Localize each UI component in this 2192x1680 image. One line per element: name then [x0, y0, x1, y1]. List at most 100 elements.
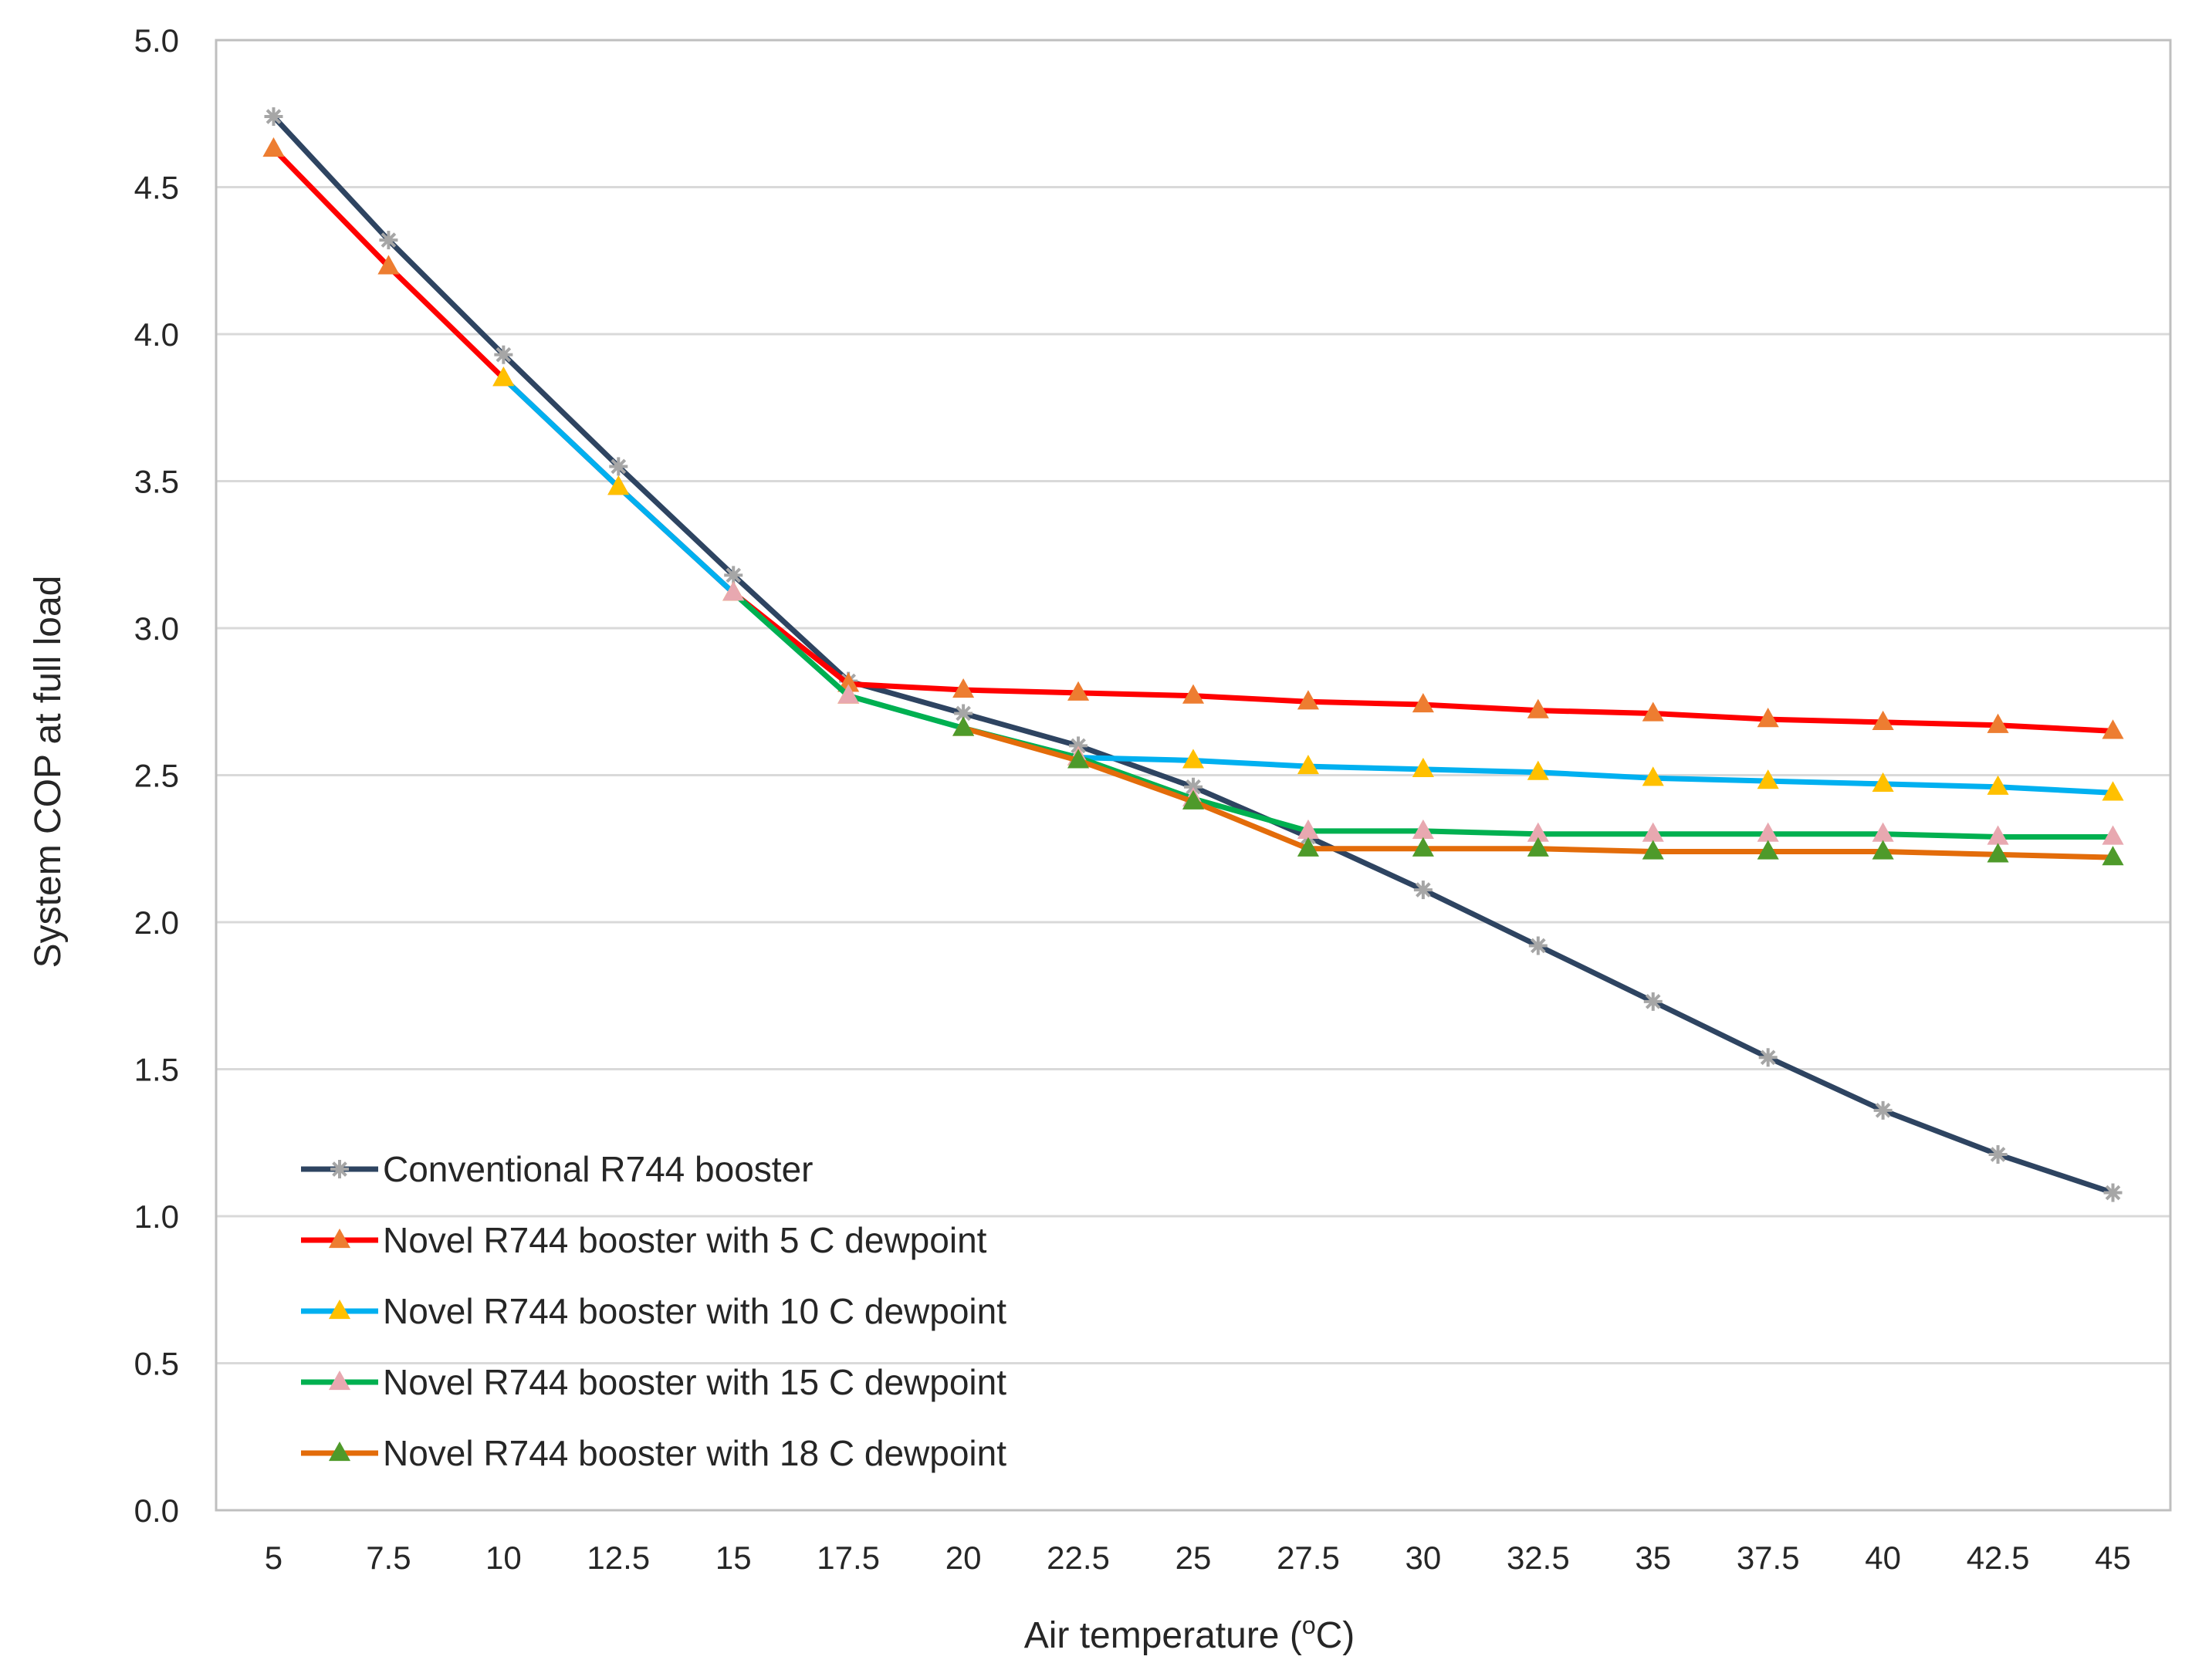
series-line [270, 146, 2116, 734]
series-2 [262, 137, 2124, 739]
x-tick-label: 25 [1175, 1540, 1212, 1576]
data-point [1642, 701, 1664, 722]
data-point [952, 678, 975, 698]
data-point [1067, 681, 1090, 701]
legend-entry-2: Novel R744 booster with 5 C dewpoint [301, 1220, 987, 1260]
x-tick-label: 20 [945, 1540, 982, 1576]
y-tick-label: 2.5 [134, 758, 179, 794]
data-point [2102, 825, 2124, 845]
y-axis-tick-labels: 0.0 0.5 1.0 1.5 2.0 2.5 3.0 3.5 4.0 4.5 5.0 [134, 22, 179, 1529]
series-4 [722, 581, 2124, 845]
x-tick-label: 12.5 [587, 1540, 650, 1576]
series-group [262, 107, 2124, 1202]
data-point [264, 107, 283, 127]
y-tick-label: 3.5 [134, 464, 179, 500]
series-line [270, 113, 2116, 1196]
y-tick-label: 5.0 [134, 22, 179, 59]
y-tick-label: 2.0 [134, 904, 179, 941]
data-point [1297, 837, 1319, 857]
data-point [2102, 719, 2124, 739]
data-point [607, 475, 630, 495]
data-point [1642, 766, 1664, 786]
y-axis-title: System COP at full load [28, 576, 69, 968]
data-point [494, 345, 513, 364]
legend-label: Conventional R744 booster [383, 1149, 813, 1189]
data-point [1757, 708, 1779, 728]
data-point [1757, 769, 1779, 789]
data-point [1527, 837, 1549, 857]
legend-swatch-marker [330, 1160, 349, 1178]
y-tick-label: 4.0 [134, 316, 179, 353]
data-point [2102, 781, 2124, 801]
legend-entry-1: Conventional R744 booster [301, 1149, 813, 1189]
x-tick-label: 45 [2095, 1540, 2131, 1576]
x-tick-label: 5 [265, 1540, 282, 1576]
legend-swatch-marker [328, 1370, 351, 1391]
legend-swatch-marker [328, 1299, 351, 1320]
y-tick-label: 1.5 [134, 1052, 179, 1088]
x-axis-title: Air temperature (oC) [1024, 1611, 1355, 1656]
data-point [1527, 760, 1549, 780]
data-point [1297, 755, 1319, 775]
legend-entry-5: Novel R744 booster with 18 C dewpoint [301, 1433, 1006, 1473]
data-point [837, 684, 860, 704]
x-tick-label: 15 [715, 1540, 752, 1576]
data-point [1528, 936, 1548, 955]
legend-label: Novel R744 booster with 15 C dewpoint [383, 1362, 1006, 1402]
y-tick-label: 4.5 [134, 170, 179, 206]
data-point [1872, 772, 1894, 793]
y-tick-label: 0.5 [134, 1346, 179, 1382]
x-tick-label: 35 [1635, 1540, 1671, 1576]
series-3 [492, 367, 2124, 801]
x-tick-label: 10 [485, 1540, 522, 1576]
data-point [1412, 693, 1434, 713]
series-5 [952, 716, 2124, 866]
data-point [1412, 757, 1434, 777]
data-point [1987, 713, 2009, 733]
data-point [1988, 1144, 2008, 1164]
data-point [722, 581, 745, 601]
data-point [609, 457, 628, 476]
x-tick-label: 42.5 [1967, 1540, 2030, 1576]
x-tick-label: 17.5 [817, 1540, 880, 1576]
y-tick-label: 1.0 [134, 1198, 179, 1235]
x-axis-title-unit: C) [1316, 1615, 1355, 1656]
data-point [1757, 840, 1779, 860]
data-point [262, 137, 285, 157]
legend-label: Novel R744 booster with 5 C dewpoint [383, 1220, 987, 1260]
data-point [1872, 710, 1894, 731]
legend-swatch-marker [328, 1228, 351, 1249]
legend-entry-3: Novel R744 booster with 10 C dewpoint [301, 1291, 1006, 1331]
legend-label: Novel R744 booster with 10 C dewpoint [383, 1291, 1006, 1331]
legend-swatch-marker [328, 1441, 351, 1462]
data-point [1413, 881, 1433, 900]
data-point [1182, 789, 1205, 810]
data-point [2103, 1183, 2123, 1202]
plot-area-frame [215, 39, 2172, 1512]
x-tick-label: 7.5 [366, 1540, 411, 1576]
data-point [379, 231, 398, 250]
x-tick-label: 30 [1406, 1540, 1442, 1576]
data-point [1643, 992, 1663, 1011]
data-point [1184, 777, 1203, 796]
data-point [1182, 684, 1205, 704]
y-tick-label: 0.0 [134, 1492, 179, 1529]
data-point [952, 716, 975, 736]
legend-label: Novel R744 booster with 18 C dewpoint [383, 1433, 1006, 1473]
data-point [1987, 775, 2009, 795]
legend-entry-4: Novel R744 booster with 15 C dewpoint [301, 1362, 1006, 1402]
data-point [2102, 846, 2124, 866]
y-tick-label: 3.0 [134, 610, 179, 647]
data-point [1182, 749, 1205, 769]
series-1 [264, 107, 2123, 1202]
x-tick-label: 22.5 [1047, 1540, 1110, 1576]
data-point [1067, 749, 1090, 769]
gridlines [216, 186, 2170, 1364]
x-axis-title-superscript: o [1302, 1611, 1316, 1639]
legend: Conventional R744 booster Novel R744 boos… [301, 1149, 1006, 1473]
data-point [1873, 1100, 1893, 1120]
x-tick-label: 37.5 [1737, 1540, 1800, 1576]
data-point [1758, 1048, 1778, 1067]
data-point [377, 255, 400, 275]
data-point [1987, 843, 2009, 863]
